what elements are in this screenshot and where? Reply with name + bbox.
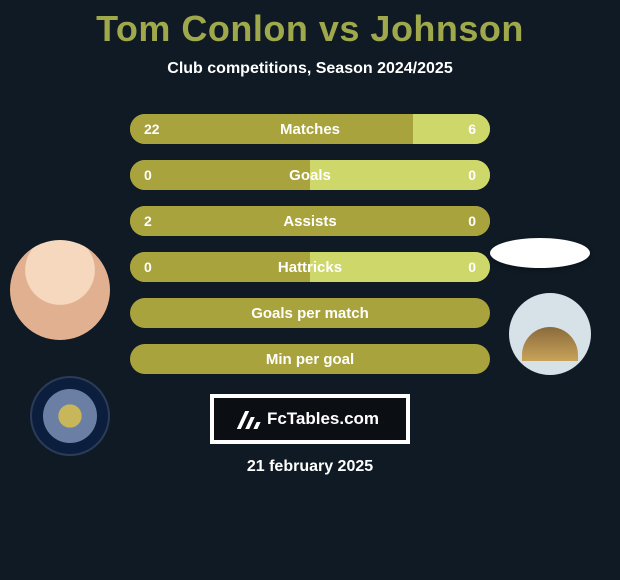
stat-bar: 0 0Hattricks (130, 252, 490, 282)
stat-bar: Min per goal (130, 344, 490, 374)
stat-bar: 0 0Goals (130, 160, 490, 190)
stat-bar: Goals per match (130, 298, 490, 328)
stat-label: Min per goal (130, 351, 490, 368)
stat-label: Goals (130, 167, 490, 184)
player-right-name: Johnson (370, 8, 524, 49)
subtitle: Club competitions, Season 2024/2025 (0, 60, 620, 78)
stat-right-value: 0 (468, 259, 476, 275)
brand-mark-icon (241, 409, 261, 429)
stat-right-value: 0 (468, 213, 476, 229)
stat-label: Hattricks (130, 259, 490, 276)
stat-right-value: 0 (468, 167, 476, 183)
stat-right-value: 6 (468, 121, 476, 137)
player-left-name: Tom Conlon (96, 8, 308, 49)
player-right-club-badge (508, 292, 592, 376)
page-title: Tom Conlon vs Johnson (0, 0, 620, 50)
vs-text: vs (319, 8, 360, 49)
brand-badge[interactable]: FcTables.com (210, 394, 410, 444)
stat-label: Matches (130, 121, 490, 138)
bridge-crest-icon (522, 327, 578, 361)
stat-left-value: 0 (144, 259, 152, 275)
brand-text-left: Fc (267, 409, 287, 428)
player-right-avatar (490, 238, 590, 268)
owl-crest-icon (43, 389, 97, 443)
brand-text-right: Tables.com (287, 409, 379, 428)
player-left-club-badge (30, 376, 110, 456)
stat-left-value: 0 (144, 167, 152, 183)
stat-bar: 22 6Matches (130, 114, 490, 144)
comparison-panel: 226Matches00Goals20Assists00HattricksGoa… (0, 114, 620, 374)
player-left-avatar (10, 240, 110, 340)
stat-label: Assists (130, 213, 490, 230)
stat-left-value: 2 (144, 213, 152, 229)
stat-left-value: 22 (144, 121, 160, 137)
stat-bar: 2 0Assists (130, 206, 490, 236)
stat-label: Goals per match (130, 305, 490, 322)
date-line: 21 february 2025 (0, 458, 620, 476)
stat-bars: 226Matches00Goals20Assists00HattricksGoa… (130, 114, 490, 374)
